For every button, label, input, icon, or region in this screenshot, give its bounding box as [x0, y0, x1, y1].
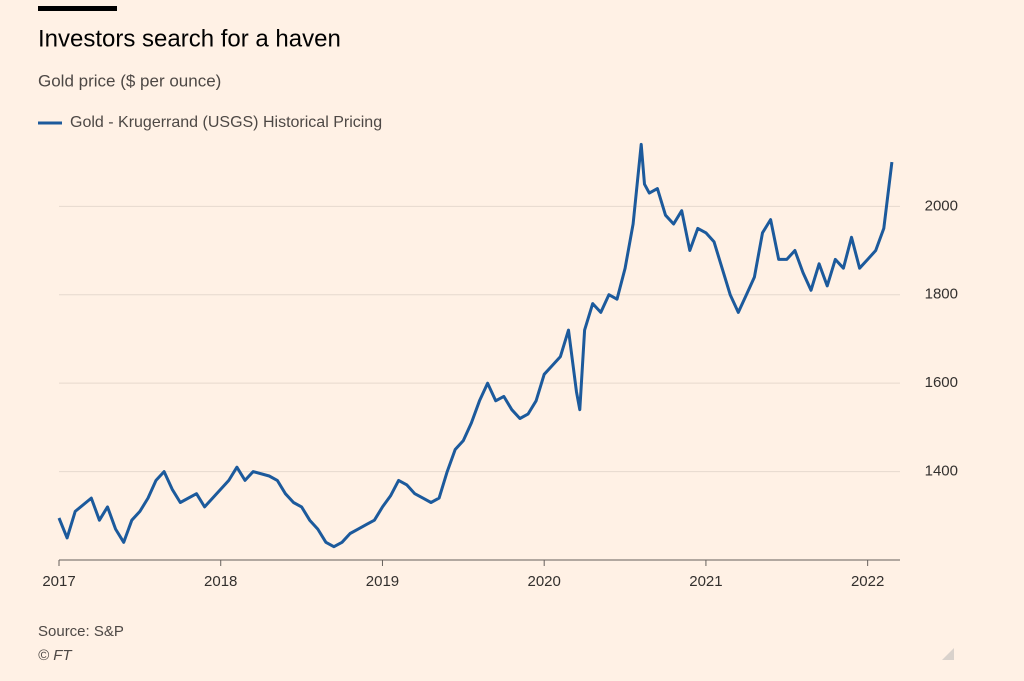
resize-corner — [942, 648, 954, 660]
source: Source: S&P — [38, 623, 124, 640]
x-tick-label: 2022 — [851, 573, 884, 590]
y-tick-label: 1800 — [925, 286, 958, 303]
credit: © FT — [38, 647, 73, 664]
chart-title: Investors search for a haven — [38, 25, 341, 52]
data-line — [57, 142, 894, 549]
x-tick-label: 2018 — [204, 573, 237, 590]
x-tick-label: 2020 — [528, 573, 561, 590]
x-tick-label: 2017 — [42, 573, 75, 590]
y-tick-label: 1400 — [925, 463, 958, 480]
y-tick-label: 1600 — [925, 374, 958, 391]
title-bar — [38, 6, 117, 11]
chart-subtitle: Gold price ($ per ounce) — [38, 71, 221, 90]
y-tick-label: 2000 — [925, 197, 958, 214]
x-tick-label: 2021 — [689, 573, 722, 590]
legend-label: Gold - Krugerrand (USGS) Historical Pric… — [70, 114, 382, 131]
x-tick-label: 2019 — [366, 573, 399, 590]
